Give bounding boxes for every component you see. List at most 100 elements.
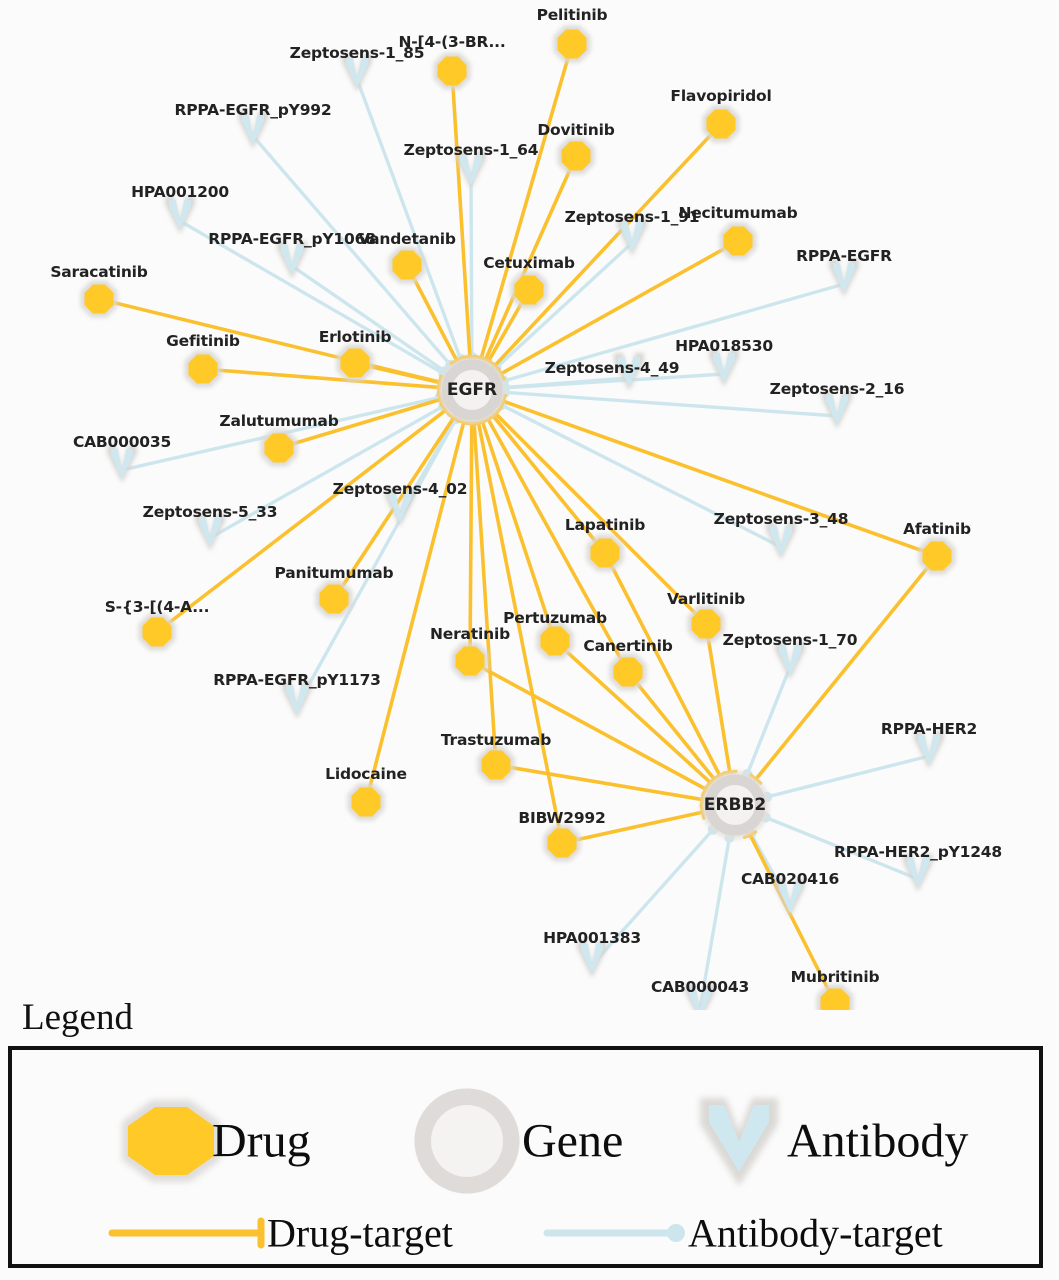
antibody-node[interactable] xyxy=(385,489,415,527)
edge-drug-target[interactable] xyxy=(494,763,705,802)
edge-drug-target[interactable] xyxy=(364,420,466,804)
drug-node[interactable] xyxy=(138,613,176,651)
edge-antibody-target[interactable] xyxy=(503,372,726,390)
drug-node[interactable] xyxy=(918,537,956,575)
edge-antibody-target[interactable] xyxy=(494,241,634,370)
edge-drug-target[interactable] xyxy=(155,408,448,634)
drug-node[interactable] xyxy=(557,137,595,175)
drug-node[interactable] xyxy=(260,429,298,467)
drug-target-edge-icon xyxy=(108,1217,265,1249)
drug-node[interactable] xyxy=(609,653,647,691)
drug-node[interactable] xyxy=(477,746,515,784)
antibody-node[interactable] xyxy=(165,196,195,234)
edge-drug-target[interactable] xyxy=(498,239,740,376)
drug-node-shape xyxy=(561,141,591,171)
edge-antibody-target[interactable] xyxy=(499,403,783,549)
edge-antibody-target[interactable] xyxy=(178,219,446,376)
drug-node[interactable] xyxy=(702,105,740,143)
drug-node[interactable] xyxy=(510,271,548,309)
drug-node[interactable] xyxy=(336,344,374,382)
edge-antibody-target[interactable] xyxy=(503,390,839,418)
edge-drug-target[interactable] xyxy=(493,411,708,626)
antibody-node[interactable] xyxy=(903,854,933,892)
edge-antibody-target[interactable] xyxy=(295,417,458,708)
edge-drug-target[interactable] xyxy=(277,397,443,450)
antibody-node-label: HPA001383 xyxy=(543,929,641,947)
edge-drug-target[interactable] xyxy=(501,399,939,558)
edge-drug-target[interactable] xyxy=(450,69,472,359)
edge-drug-target[interactable] xyxy=(480,419,557,643)
edge-drug-target[interactable] xyxy=(603,551,722,778)
edge-antibody-target[interactable] xyxy=(763,815,920,881)
drug-node[interactable] xyxy=(816,984,854,1011)
antibody-node[interactable] xyxy=(709,349,739,387)
antibody-node[interactable] xyxy=(614,353,644,391)
antibody-node[interactable] xyxy=(617,218,647,256)
drug-node-label: Panitumumab xyxy=(274,564,394,582)
edge-drug-target[interactable] xyxy=(201,367,441,390)
antibody-node[interactable] xyxy=(914,731,944,769)
edge-drug-target[interactable] xyxy=(626,670,717,782)
edge-antibody-target[interactable] xyxy=(590,827,715,967)
antibody-node[interactable] xyxy=(342,54,372,92)
edge-antibody-target[interactable] xyxy=(290,264,447,373)
edge-drug-target[interactable] xyxy=(753,554,939,782)
drug-node[interactable] xyxy=(433,52,471,90)
antibody-node[interactable] xyxy=(685,984,715,1010)
antibody-node[interactable] xyxy=(577,940,607,978)
drug-node[interactable] xyxy=(536,622,574,660)
edge-drug-target[interactable] xyxy=(748,832,837,1005)
drug-node[interactable] xyxy=(553,25,591,63)
drug-node[interactable] xyxy=(586,534,624,572)
drug-node[interactable] xyxy=(315,580,353,618)
gene-node[interactable] xyxy=(438,356,506,424)
antibody-node[interactable] xyxy=(107,445,137,483)
antibody-node[interactable] xyxy=(829,259,859,297)
antibody-node[interactable] xyxy=(766,522,796,560)
edge-drug-target[interactable] xyxy=(476,420,564,845)
edge-drug-target[interactable] xyxy=(483,154,578,362)
antibody-node[interactable] xyxy=(456,151,486,189)
edge-antibody-target[interactable] xyxy=(502,282,846,383)
drug-node[interactable] xyxy=(347,783,385,821)
edge-drug-target[interactable] xyxy=(479,42,574,361)
antibody-node-shape xyxy=(111,449,133,479)
drug-node[interactable] xyxy=(719,222,757,260)
drug-node[interactable] xyxy=(451,642,489,680)
edge-antibody-target[interactable] xyxy=(251,134,453,367)
edge-antibody-target[interactable] xyxy=(698,835,732,1010)
legend-label-gene: Gene xyxy=(522,1114,624,1168)
drug-node[interactable] xyxy=(687,605,725,643)
edge-antibody-target[interactable] xyxy=(355,77,463,361)
edge-drug-target[interactable] xyxy=(468,421,474,663)
antibody-node-shape xyxy=(833,263,855,293)
drug-node[interactable] xyxy=(543,824,581,862)
drug-node[interactable] xyxy=(184,350,222,388)
edge-drug-target[interactable] xyxy=(486,417,630,674)
antibody-node-label: RPPA-EGFR_pY1068 xyxy=(208,230,376,248)
antibody-node[interactable] xyxy=(775,879,805,917)
drug-node-shape xyxy=(613,657,643,687)
edge-antibody-target[interactable] xyxy=(745,665,792,777)
gene-node[interactable] xyxy=(701,771,769,839)
network-graph-canvas[interactable]: N-[4-(3-BR... Pelitinib Flavopiridol Doviti… xyxy=(0,0,1059,1010)
antibody-node[interactable] xyxy=(282,681,312,719)
edge-antibody-target[interactable] xyxy=(765,754,931,799)
drug-node[interactable] xyxy=(388,246,426,284)
edge-drug-target[interactable] xyxy=(704,622,732,775)
edge-drug-target[interactable] xyxy=(492,122,723,368)
edge-antibody-target[interactable] xyxy=(469,174,474,359)
edge-drug-target[interactable] xyxy=(472,421,498,767)
edge-drug-target[interactable] xyxy=(560,810,705,845)
antibody-node[interactable] xyxy=(775,642,805,680)
antibody-node[interactable] xyxy=(277,241,307,279)
edge-drug-target[interactable] xyxy=(491,413,607,555)
antibody-node[interactable] xyxy=(822,391,852,429)
edge-antibody-target[interactable] xyxy=(208,404,445,540)
antibody-node[interactable] xyxy=(238,111,268,149)
edge-drug-target[interactable] xyxy=(468,659,708,792)
drug-node[interactable] xyxy=(80,280,118,318)
antibody-node[interactable] xyxy=(195,513,225,551)
edge-drug-target[interactable] xyxy=(553,639,713,785)
antibody-node-label: RPPA-EGFR_pY992 xyxy=(174,101,332,119)
